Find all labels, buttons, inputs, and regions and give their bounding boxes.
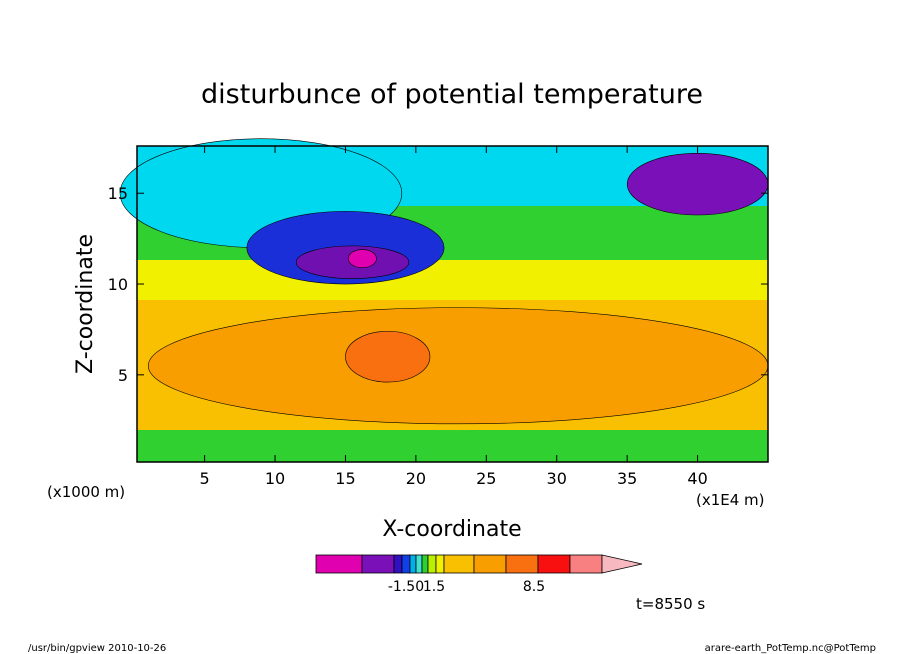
x-tick-label: 10 [265, 469, 285, 488]
colorbar-tick-label: 8.5 [523, 579, 545, 595]
x-tick-label: 15 [335, 469, 355, 488]
colorbar-segment [315, 554, 363, 574]
x-unit-left: (x1000 m) [47, 483, 125, 501]
colorbar-segment [393, 554, 403, 574]
y-tick-label: 5 [118, 366, 128, 385]
x-tick-label: 35 [617, 469, 637, 488]
colorbar-segment [569, 554, 603, 574]
y-axis-label: Z-coordinate [73, 234, 98, 374]
footer-left: /usr/bin/gpview 2010-10-26 [28, 643, 166, 654]
y-tick-label: 10 [108, 275, 128, 294]
colorbar-segment [401, 554, 411, 574]
field-layer-purple-top [626, 152, 769, 216]
colorbar-segment [505, 554, 539, 574]
colorbar-arrow [601, 554, 643, 574]
colorbar-segment [473, 554, 507, 574]
colorbar-segment [443, 554, 475, 574]
x-unit-right: (x1E4 m) [696, 491, 765, 509]
field-layer-dark-orange [345, 330, 431, 383]
colorbar-segment [409, 554, 417, 574]
x-tick-label: 20 [406, 469, 426, 488]
x-axis-label: X-coordinate [382, 517, 521, 542]
time-label: t=8550 s [636, 595, 705, 613]
chart-title: disturbunce of potential temperature [201, 79, 703, 110]
colorbar-segment [361, 554, 395, 574]
field-layer-orange [147, 307, 769, 425]
x-tick-label: 25 [476, 469, 496, 488]
field-layer-magenta [347, 249, 377, 268]
plot-frame [136, 145, 769, 463]
colorbar-segment [415, 554, 423, 574]
x-tick-label: 5 [200, 469, 210, 488]
footer-right: arare-earth_PotTemp.nc@PotTemp [705, 643, 876, 654]
colorbar-segment [421, 554, 429, 574]
colorbar-tick-label: 1.5 [423, 579, 445, 595]
plot-area [119, 138, 769, 463]
y-tick-label: 15 [108, 184, 128, 203]
colorbar-segment [435, 554, 445, 574]
colorbar-segment [537, 554, 571, 574]
x-tick-label: 30 [547, 469, 567, 488]
x-tick-label: 40 [687, 469, 707, 488]
colorbar-segment [427, 554, 437, 574]
colorbar-tick-label: -1.50 [388, 579, 424, 595]
